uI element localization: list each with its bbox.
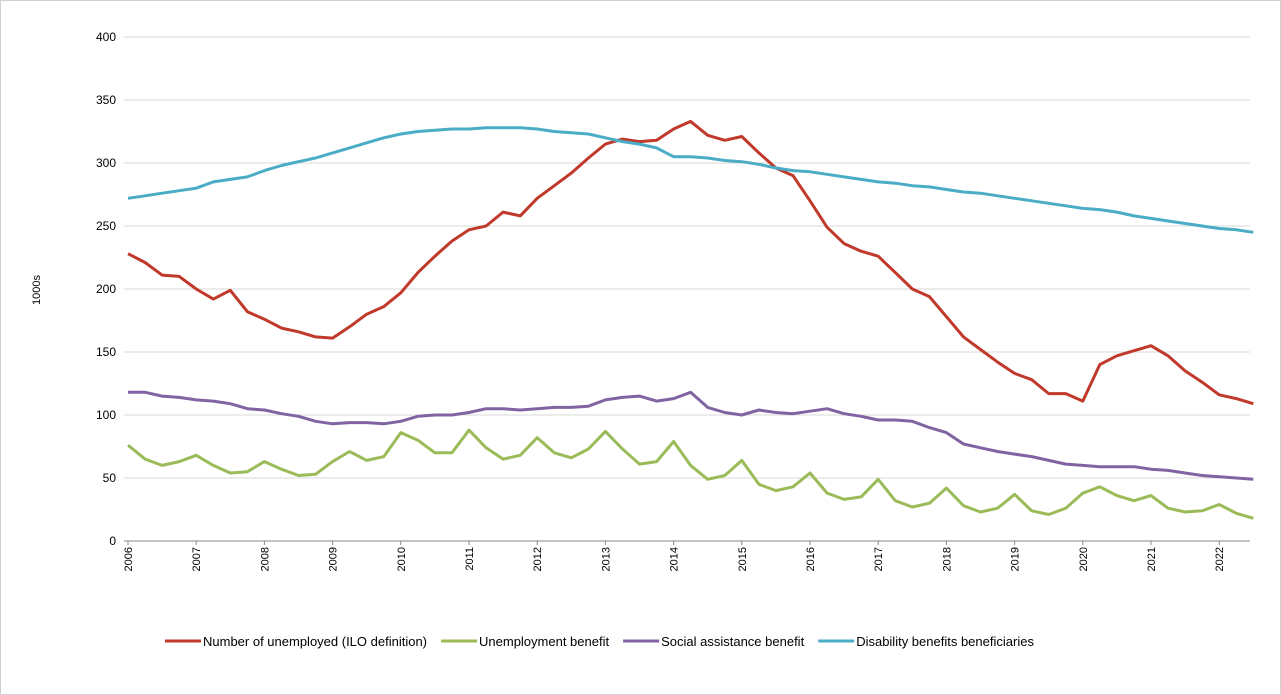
x-tick-label: 2008 (259, 547, 271, 571)
series-line (127, 119, 1254, 406)
y-tick-label: 0 (109, 534, 116, 548)
x-tick-label: 2010 (396, 547, 408, 571)
x-tick-label: 2019 (1010, 547, 1022, 571)
series-line (127, 428, 1254, 520)
series-line (128, 390, 1254, 481)
x-tick-label: 2011 (464, 547, 476, 571)
x-tick-label: 2015 (737, 547, 749, 571)
x-tick-label: 2009 (328, 547, 340, 571)
y-axis-label: 1000s (31, 275, 43, 305)
legend-label: Number of unemployed (ILO definition) (203, 634, 427, 649)
legend-label: Social assistance benefit (661, 634, 804, 649)
legend-label: Unemployment benefit (479, 634, 609, 649)
y-tick-label: 350 (96, 93, 116, 107)
y-tick-label: 200 (96, 282, 116, 296)
y-tick-label: 100 (96, 408, 116, 422)
y-tick-label: 250 (96, 219, 116, 233)
x-tick-label: 2020 (1078, 547, 1090, 571)
x-tick-label: 2017 (873, 547, 885, 571)
legend-label: Disability benefits beneficiaries (856, 634, 1034, 649)
y-tick-label: 300 (96, 156, 116, 170)
x-tick-label: 2022 (1214, 547, 1226, 571)
x-tick-label: 2012 (532, 547, 544, 571)
x-tick-label: 2013 (600, 547, 612, 571)
x-tick-label: 2007 (191, 547, 203, 571)
x-tick-label: 2014 (669, 547, 681, 571)
x-tick-label: 2018 (941, 547, 953, 571)
y-tick-label: 50 (103, 471, 117, 485)
series-line (127, 126, 1254, 234)
x-tick-label: 2021 (1146, 547, 1158, 571)
x-tick-label: 2016 (805, 547, 817, 571)
x-tick-label: 2006 (123, 547, 135, 571)
y-tick-label: 150 (96, 345, 116, 359)
y-tick-label: 400 (96, 30, 116, 44)
